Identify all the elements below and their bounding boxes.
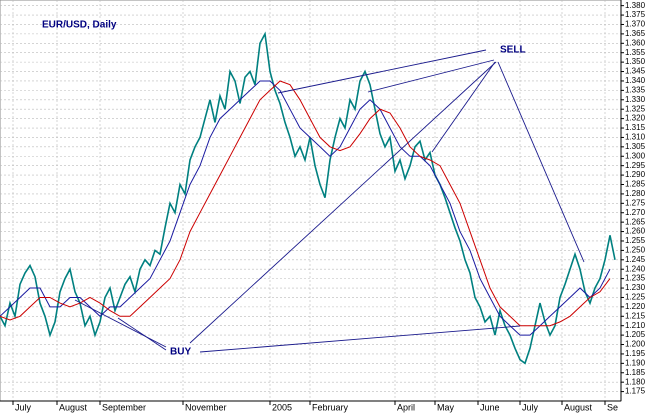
x-tick-label: June — [480, 402, 500, 412]
y-tick-label: 1.195 — [625, 349, 646, 358]
annotation-line — [497, 61, 585, 263]
y-tick-label: 1.185 — [625, 368, 646, 377]
y-tick-label: 1.305 — [625, 142, 646, 151]
y-tick-label: 1.335 — [625, 85, 646, 94]
x-tick-label: August — [564, 402, 593, 412]
y-tick-label: 1.355 — [625, 48, 646, 57]
y-tick-label: 1.180 — [625, 377, 646, 386]
y-tick-label: 1.200 — [625, 340, 646, 349]
y-tick-label: 1.240 — [625, 264, 646, 273]
annotation-line — [277, 49, 487, 94]
annotation-line — [117, 317, 167, 351]
y-tick-label: 1.210 — [625, 321, 646, 330]
y-tick-label: 1.275 — [625, 198, 646, 207]
y-tick-label: 1.375 — [625, 10, 646, 19]
annotation: BUY — [170, 347, 191, 358]
y-tick-label: 1.230 — [625, 283, 646, 292]
y-tick-label: 1.290 — [625, 170, 646, 179]
x-tick-label: July — [522, 402, 539, 412]
series-line — [0, 31, 616, 365]
y-tick-label: 1.270 — [625, 208, 646, 217]
plot-area — [0, 0, 622, 402]
y-tick-label: 1.285 — [625, 180, 646, 189]
y-tick-label: 1.300 — [625, 151, 646, 160]
y-tick-label: 1.255 — [625, 236, 646, 245]
y-tick-label: 1.220 — [625, 302, 646, 311]
x-tick-label: July — [15, 402, 32, 412]
x-tick-label: November — [185, 402, 227, 412]
y-tick-label: 1.345 — [625, 67, 646, 76]
y-tick-label: 1.325 — [625, 104, 646, 113]
y-tick-label: 1.250 — [625, 245, 646, 254]
x-tick-label: September — [102, 402, 146, 412]
y-tick-label: 1.330 — [625, 95, 646, 104]
y-tick-label: 1.380 — [625, 1, 646, 10]
x-tick-label: February — [312, 402, 349, 412]
grid — [0, 0, 621, 401]
annotation-line — [367, 59, 495, 93]
y-tick-label: 1.370 — [625, 20, 646, 29]
y-tick-label: 1.360 — [625, 38, 646, 47]
y-tick-label: 1.265 — [625, 217, 646, 226]
chart-title: EUR/USD, Daily — [42, 20, 117, 31]
y-tick-label: 1.190 — [625, 358, 646, 367]
x-tick-label: April — [397, 402, 415, 412]
y-tick-label: 1.350 — [625, 57, 646, 66]
annotation-line — [431, 61, 496, 153]
y-tick-label: 1.315 — [625, 123, 646, 132]
y-tick-label: 1.295 — [625, 161, 646, 170]
y-tick-label: 1.205 — [625, 330, 646, 339]
series — [0, 31, 616, 365]
series-line — [0, 80, 611, 327]
x-tick-label: 2005 — [272, 402, 292, 412]
y-tick-label: 1.225 — [625, 293, 646, 302]
series-line — [0, 80, 611, 336]
y-tick-label: 1.245 — [625, 255, 646, 264]
y-tick-label: 1.280 — [625, 189, 646, 198]
annotation-lines — [74, 49, 585, 353]
y-tick-label: 1.260 — [625, 227, 646, 236]
x-tick-label: August — [59, 402, 88, 412]
annotation-line — [189, 61, 497, 344]
y-tick-label: 1.340 — [625, 76, 646, 85]
x-tick-label: May — [437, 402, 455, 412]
annotation: SELL — [500, 45, 526, 56]
annotation-line — [74, 299, 167, 348]
x-tick-label: Se — [607, 402, 618, 412]
y-tick-label: 1.215 — [625, 311, 646, 320]
annotation-line — [199, 325, 521, 353]
y-tick-label: 1.365 — [625, 29, 646, 38]
y-tick-label: 1.310 — [625, 133, 646, 142]
y-tick-label: 1.235 — [625, 274, 646, 283]
y-tick-label: 1.320 — [625, 114, 646, 123]
y-tick-label: 1.175 — [625, 387, 646, 396]
